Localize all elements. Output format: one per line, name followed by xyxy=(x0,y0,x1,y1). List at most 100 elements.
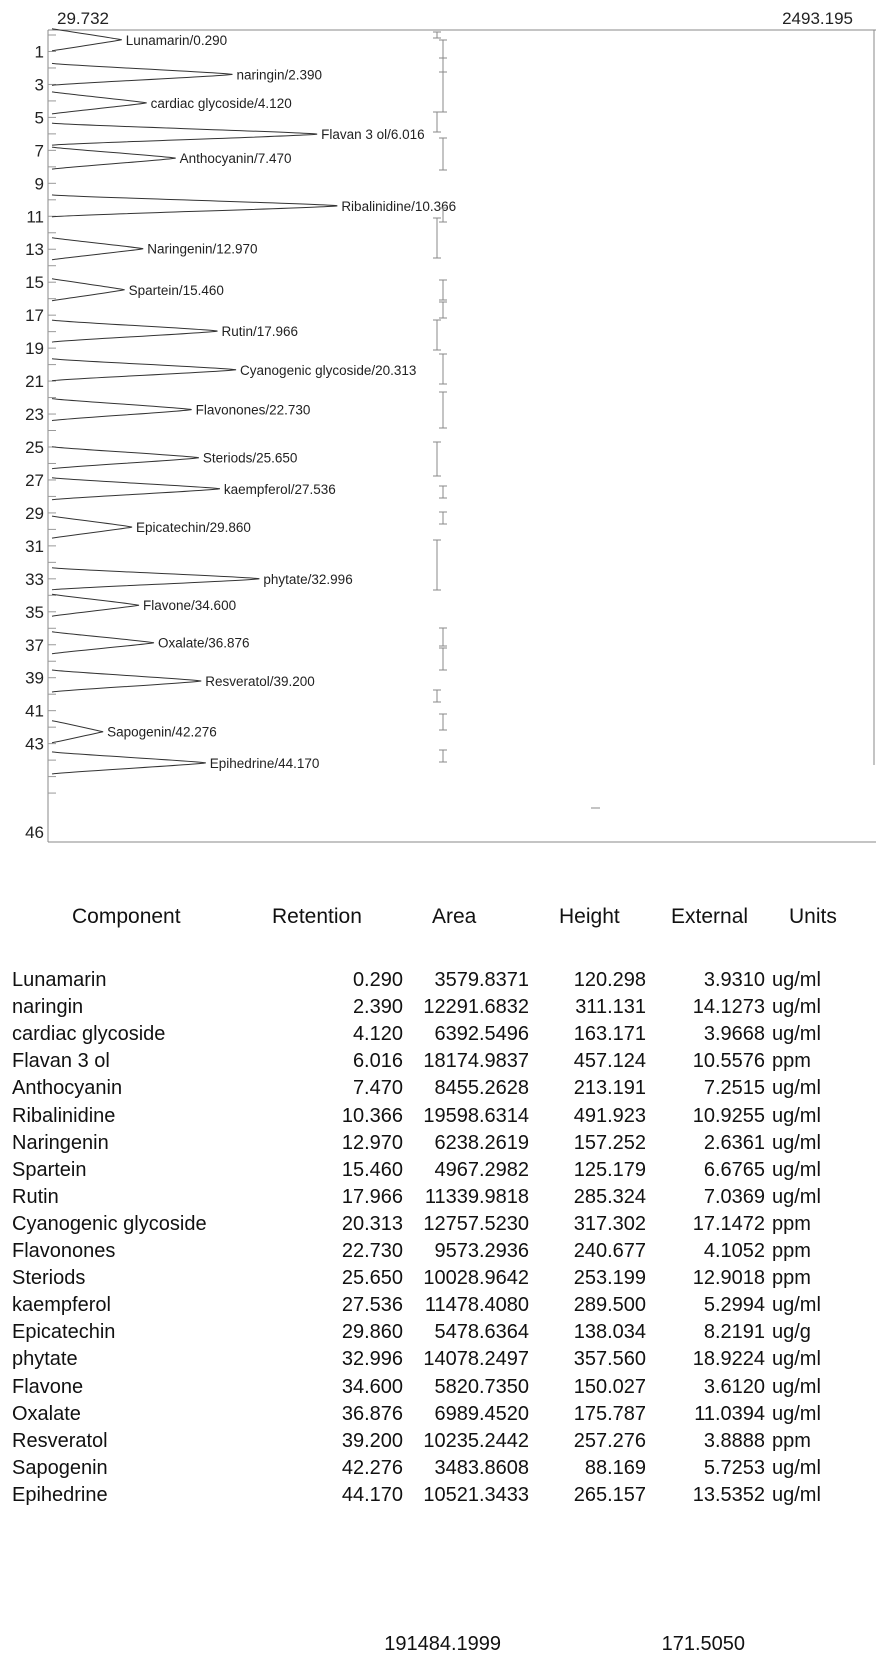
y-tick-label: 21 xyxy=(25,372,44,391)
table-row: Sapogenin 42.276 3483.8608 88.169 5.7253 ug/m… xyxy=(0,1457,876,1484)
cell-external: 13.5352 xyxy=(692,1483,765,1506)
cell-height: 213.191 xyxy=(573,1077,646,1100)
cell-area: 10521.3433 xyxy=(423,1483,529,1506)
header-area: Area xyxy=(432,905,477,928)
cell-units: ug/ml xyxy=(772,1456,821,1479)
cell-retention: 15.460 xyxy=(341,1158,403,1181)
cell-units: ug/ml xyxy=(772,1077,821,1100)
peak-label: Epihedrine/44.170 xyxy=(210,756,320,771)
header-component: Component xyxy=(72,905,181,928)
cell-component: phytate xyxy=(12,1348,78,1371)
table-row: Epicatechin 29.860 5478.6364 138.034 8.2191 u… xyxy=(0,1321,876,1348)
cell-height: 138.034 xyxy=(573,1321,646,1344)
cell-external: 6.6765 xyxy=(703,1158,765,1181)
cell-height: 257.276 xyxy=(573,1429,646,1452)
cell-retention: 25.650 xyxy=(341,1267,403,1290)
cell-component: Lunamarin xyxy=(12,969,107,991)
cell-height: 88.169 xyxy=(584,1456,646,1479)
table-row: Steriods 25.650 10028.9642 253.199 12.9018 pp… xyxy=(0,1267,876,1294)
cell-retention: 32.996 xyxy=(341,1348,403,1371)
cell-retention: 22.730 xyxy=(341,1240,403,1262)
cell-area: 12757.5230 xyxy=(423,1212,529,1235)
y-tick-label: 31 xyxy=(25,537,44,556)
cell-area: 6392.5496 xyxy=(434,1023,529,1046)
cell-area: 5478.6364 xyxy=(434,1321,529,1344)
peak-label: Resveratol/39.200 xyxy=(205,674,315,689)
peak-label: naringin/2.390 xyxy=(236,67,322,82)
cell-area: 12291.6832 xyxy=(423,996,529,1019)
cell-component: Resveratol xyxy=(12,1429,108,1452)
cell-component: Anthocyanin xyxy=(12,1077,123,1100)
peak-label: Ribalinidine/10.366 xyxy=(341,199,456,214)
peak-label: Flavone/34.600 xyxy=(143,598,236,613)
header-external: External xyxy=(671,905,749,928)
cell-component: Flavone xyxy=(12,1375,84,1398)
cell-external: 3.8888 xyxy=(703,1429,765,1452)
cell-height: 357.560 xyxy=(573,1348,646,1371)
cell-units: ug/ml xyxy=(772,1185,821,1208)
cell-component: Rutin xyxy=(12,1185,59,1208)
cell-height: 457.124 xyxy=(573,1050,646,1073)
table-row: Resveratol 39.200 10235.2442 257.276 3.8888 p… xyxy=(0,1430,876,1457)
cell-area: 5820.7350 xyxy=(434,1375,529,1398)
total-area: 191484.1999 xyxy=(384,1633,501,1655)
y-tick-label: 9 xyxy=(35,174,44,193)
table-row: cardiac glycoside 4.120 6392.5496 163.171 3.… xyxy=(0,1023,876,1050)
chromatogram-trace xyxy=(51,28,338,775)
peak-label: Anthocyanin/7.470 xyxy=(180,151,292,166)
cell-retention: 17.966 xyxy=(341,1185,403,1208)
cell-external: 5.7253 xyxy=(703,1456,765,1479)
cell-external: 4.1052 xyxy=(703,1240,765,1262)
y-tick-label: 17 xyxy=(25,306,44,325)
cell-units: ug/ml xyxy=(772,1294,821,1317)
header-retention: Retention xyxy=(272,905,362,928)
cell-component: naringin xyxy=(12,996,84,1019)
peak-label: Flavonones/22.730 xyxy=(196,403,311,418)
y-tick-label: 3 xyxy=(35,75,44,94)
cell-external: 3.9668 xyxy=(703,1023,765,1046)
table-row: Epihedrine 44.170 10521.3433 265.157 13.5352… xyxy=(0,1484,876,1511)
cell-retention: 34.600 xyxy=(341,1375,403,1398)
table-row: Spartein 15.460 4967.2982 125.179 6.6765 ug/m… xyxy=(0,1159,876,1186)
peak-label: Steriods/25.650 xyxy=(203,451,298,466)
cell-area: 11339.9818 xyxy=(424,1185,529,1208)
cell-external: 2.6361 xyxy=(703,1131,765,1154)
peak-label: cardiac glycoside/4.120 xyxy=(151,96,292,111)
table-row: Anthocyanin 7.470 8455.2628 213.191 7.2515 ug… xyxy=(0,1077,876,1104)
range-max-label: 2493.195 xyxy=(782,9,853,28)
cell-units: ug/g xyxy=(772,1321,811,1344)
table-row: Flavone 34.600 5820.7350 150.027 3.6120 ug/ml xyxy=(0,1376,876,1403)
y-tick-label: 5 xyxy=(35,108,44,127)
y-tick-label: 46 xyxy=(25,823,44,842)
table-row: Rutin 17.966 11339.9818 285.324 7.0369 ug/ml xyxy=(0,1186,876,1213)
header-units: Units xyxy=(789,905,837,928)
peak-label: phytate/32.996 xyxy=(263,572,352,587)
cell-external: 7.2515 xyxy=(703,1077,765,1100)
cell-external: 10.9255 xyxy=(692,1104,765,1127)
cell-external: 10.5576 xyxy=(692,1050,765,1073)
cell-component: Flavan 3 ol xyxy=(12,1050,110,1073)
cell-height: 317.302 xyxy=(573,1212,646,1235)
header-height: Height xyxy=(559,905,620,928)
y-tick-label: 13 xyxy=(25,240,44,259)
cell-units: ug/ml xyxy=(772,1131,821,1154)
cell-external: 12.9018 xyxy=(692,1267,765,1290)
peak-label: Oxalate/36.876 xyxy=(158,636,250,651)
table-row: Lunamarin 0.290 3579.8371 120.298 3.9310 ug/m… xyxy=(0,969,876,996)
cell-height: 175.787 xyxy=(573,1402,646,1425)
cell-retention: 0.290 xyxy=(352,969,403,991)
cell-component: Naringenin xyxy=(12,1131,109,1154)
cell-area: 19598.6314 xyxy=(423,1104,529,1127)
cell-component: Epicatechin xyxy=(12,1321,116,1344)
cell-height: 491.923 xyxy=(573,1104,646,1127)
table-row: Flavan 3 ol 6.016 18174.9837 457.124 10.5576… xyxy=(0,1050,876,1077)
cell-units: ug/ml xyxy=(772,1348,821,1371)
cell-units: ppm xyxy=(772,1240,811,1262)
peak-label: Cyanogenic glycoside/20.313 xyxy=(240,363,416,378)
table-row: Ribalinidine 10.366 19598.6314 491.923 10.92… xyxy=(0,1105,876,1132)
cell-area: 14078.2497 xyxy=(423,1348,529,1371)
cell-retention: 36.876 xyxy=(341,1402,403,1425)
cell-external: 17.1472 xyxy=(692,1212,765,1235)
peak-label: kaempferol/27.536 xyxy=(224,482,336,497)
cell-area: 11478.4080 xyxy=(424,1294,529,1317)
